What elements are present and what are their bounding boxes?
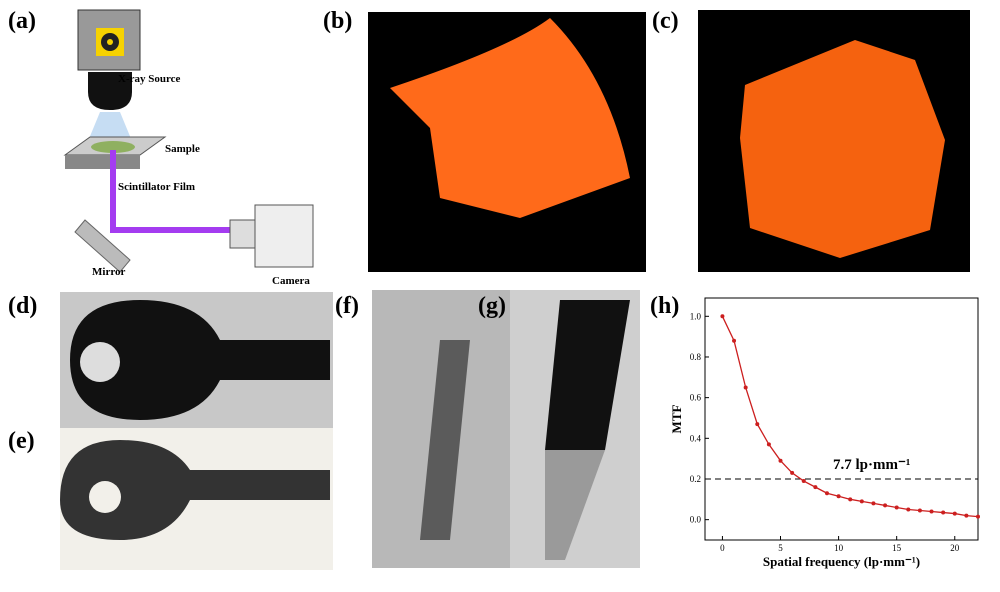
annotation: 7.7 lp·mm⁻¹: [833, 457, 910, 473]
data-point: [848, 497, 853, 502]
data-point: [836, 494, 841, 499]
diagram-label: Scintillator Film: [118, 181, 195, 193]
y-axis-label: MTF: [669, 405, 684, 434]
diagram-label: Mirror: [92, 266, 126, 278]
data-point: [976, 514, 980, 519]
data-point: [859, 499, 864, 504]
panel-label: (g): [478, 293, 506, 319]
data-point: [883, 503, 888, 508]
panel-label: (c): [652, 8, 679, 34]
y-tick-label: 1.0: [690, 311, 702, 321]
data-line: [721, 316, 979, 518]
data-point: [801, 479, 806, 484]
film-b: [390, 18, 630, 218]
data-point: [720, 314, 725, 319]
panel-label: (h): [650, 293, 679, 319]
data-point: [906, 507, 911, 512]
film-c: [740, 40, 945, 258]
plot-frame: [704, 297, 979, 541]
x-tick-label: 10: [834, 543, 844, 553]
x-tick-label: 15: [892, 543, 902, 553]
data-point: [871, 501, 876, 506]
data-point: [732, 338, 737, 343]
x-tick-label: 0: [720, 543, 725, 553]
y-tick-label: 0.6: [690, 393, 702, 403]
data-point: [778, 458, 783, 463]
x-axis-label: Spatial frequency (lp·mm⁻¹): [763, 554, 920, 569]
y-tick-label: 0.4: [690, 433, 702, 443]
data-point: [743, 385, 748, 390]
data-point: [952, 511, 957, 516]
diagram-label: X-ray Source: [118, 73, 181, 85]
panel-label: (b): [323, 8, 352, 34]
diagram-label: Camera: [272, 275, 310, 287]
setup-diagram: [63, 9, 314, 273]
x-tick-label: 5: [778, 543, 783, 553]
data-point: [813, 485, 818, 490]
x-tick-label: 20: [950, 543, 960, 553]
panel-label: (a): [8, 8, 36, 34]
data-point: [941, 510, 946, 515]
y-tick-label: 0.0: [690, 515, 702, 525]
data-point: [929, 509, 934, 514]
y-tick-label: 0.2: [690, 474, 701, 484]
panel-label: (e): [8, 428, 35, 454]
panel-label: (f): [335, 293, 359, 319]
data-point: [917, 508, 922, 513]
data-point: [766, 442, 771, 447]
data-point: [824, 491, 829, 496]
data-point: [894, 505, 899, 510]
panel-label: (d): [8, 293, 37, 319]
y-tick-label: 0.8: [690, 352, 702, 362]
data-point: [790, 470, 795, 475]
data-point: [755, 422, 760, 427]
diagram-label: Sample: [165, 143, 200, 155]
data-point: [964, 513, 969, 518]
